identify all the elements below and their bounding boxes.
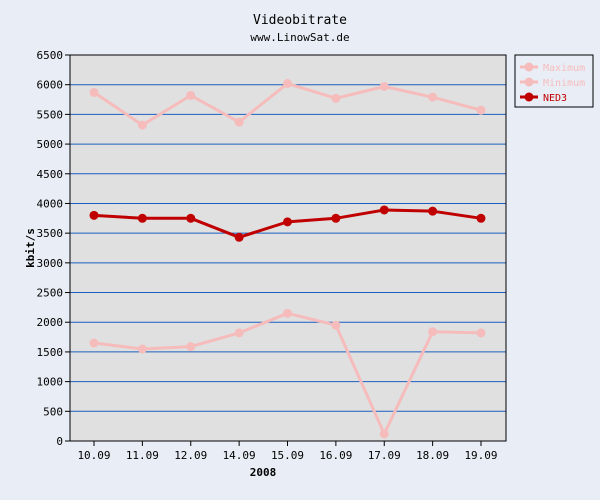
data-point-s0-3 — [234, 117, 244, 127]
y-tick-label-13: 6500 — [37, 49, 64, 62]
legend-swatch-marker-1 — [524, 77, 534, 87]
legend-swatch-marker-0 — [524, 62, 534, 72]
x-tick-label-4: 15.09 — [271, 449, 304, 462]
y-tick-label-1: 500 — [43, 405, 63, 418]
plot-frame — [69, 54, 507, 442]
y-tick-label-12: 6000 — [37, 79, 64, 92]
y-tick-label-8: 4000 — [37, 197, 64, 210]
data-point-s2-2 — [186, 213, 196, 223]
data-point-s0-8 — [476, 105, 486, 115]
data-point-s1-8 — [476, 328, 486, 338]
legend: Maximum Minimum NED3 — [514, 54, 594, 108]
x-tick-label-3: 14.09 — [223, 449, 256, 462]
legend-label-0: Maximum — [543, 63, 585, 74]
y-tick-label-5: 2500 — [37, 287, 64, 300]
y-tick-label-7: 3500 — [37, 227, 64, 240]
y-tick-label-9: 4500 — [37, 168, 64, 181]
legend-label-2: NED3 — [543, 93, 567, 104]
data-point-s1-6 — [379, 429, 389, 439]
data-point-s2-5 — [331, 213, 341, 223]
data-point-s2-8 — [476, 213, 486, 223]
x-tick-label-5: 16.09 — [319, 449, 352, 462]
data-point-s2-0 — [89, 210, 99, 220]
x-tick-label-8: 19.09 — [464, 449, 497, 462]
chart-title: Videobitrate — [253, 13, 347, 28]
data-point-s0-5 — [331, 93, 341, 103]
y-tick-label-10: 5000 — [37, 138, 64, 151]
x-tick-label-0: 10.09 — [77, 449, 110, 462]
data-point-s1-5 — [331, 320, 341, 330]
data-point-s0-6 — [379, 81, 389, 91]
y-tick-label-3: 1500 — [37, 346, 64, 359]
data-point-s2-6 — [379, 205, 389, 215]
y-tick-label-4: 2000 — [37, 316, 64, 329]
data-point-s0-0 — [89, 87, 99, 97]
data-point-s1-4 — [283, 308, 292, 318]
y-tick-label-11: 5500 — [37, 108, 64, 121]
data-point-s2-4 — [283, 217, 292, 227]
legend-swatch-marker-2 — [524, 92, 534, 102]
x-tick-label-1: 11.09 — [126, 449, 159, 462]
y-axis-label: kbit/s — [24, 228, 37, 268]
legend-label-1: Minimum — [543, 78, 585, 89]
data-point-s1-7 — [428, 327, 438, 337]
x-tick-label-7: 18.09 — [416, 449, 449, 462]
y-tick-label-0: 0 — [56, 435, 63, 448]
x-tick-label-6: 17.09 — [368, 449, 401, 462]
x-tick-label-2: 12.09 — [174, 449, 207, 462]
data-point-s2-1 — [137, 213, 147, 223]
data-point-s0-2 — [186, 90, 196, 100]
data-point-s0-1 — [137, 120, 147, 130]
data-point-s1-3 — [234, 328, 244, 338]
x-axis-label: 2008 — [250, 466, 277, 479]
data-point-s2-3 — [234, 232, 244, 242]
plot-area — [70, 55, 506, 441]
y-tick-label-2: 1000 — [37, 376, 64, 389]
data-point-s2-7 — [428, 206, 438, 216]
chart-subtitle: www.LinowSat.de — [250, 31, 349, 44]
data-point-s0-7 — [428, 92, 438, 102]
y-tick-label-6: 3000 — [37, 257, 64, 270]
data-point-s1-1 — [137, 344, 147, 354]
data-point-s0-4 — [283, 79, 292, 89]
data-point-s1-0 — [89, 338, 99, 348]
data-point-s1-2 — [186, 342, 196, 352]
